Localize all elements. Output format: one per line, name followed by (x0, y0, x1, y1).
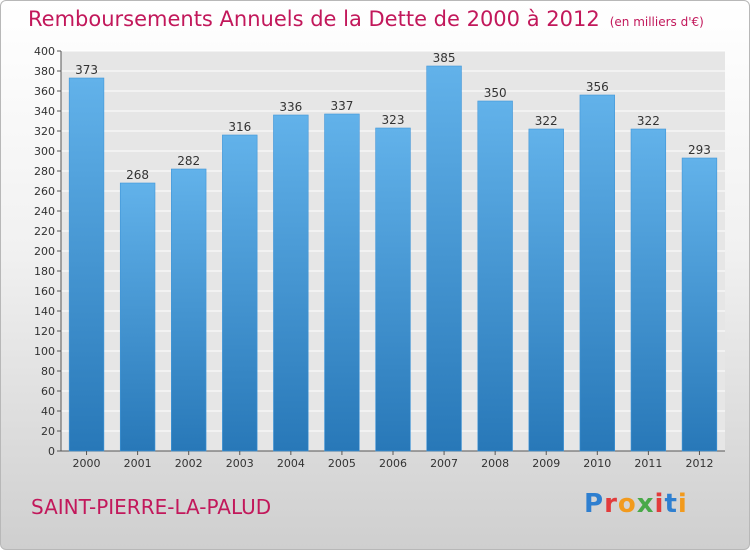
bar (119, 182, 156, 452)
logo-letter: r (604, 489, 618, 519)
bar (375, 127, 411, 452)
y-tick-label: 340 (34, 105, 55, 118)
place-name: SAINT-PIERRE-LA-PALUD (31, 495, 272, 519)
proxiti-logo[interactable]: Proxiti (584, 489, 688, 519)
bar (68, 77, 105, 452)
data-label: 282 (177, 154, 200, 168)
bar (630, 128, 667, 452)
logo-letter: i (654, 489, 665, 519)
y-tick-label: 60 (41, 385, 55, 398)
y-tick-label: 260 (34, 185, 55, 198)
y-tick-label: 220 (34, 225, 55, 238)
y-tick-label: 160 (34, 285, 55, 298)
y-tick-label: 300 (34, 145, 55, 158)
bar (579, 94, 615, 452)
data-label: 323 (382, 113, 405, 127)
logo-letter: t (664, 489, 678, 519)
chart-title-text: Remboursements Annuels de la Dette de 20… (28, 7, 600, 31)
data-label: 316 (228, 120, 251, 134)
x-tick-label: 2004 (277, 457, 305, 470)
chart-title: Remboursements Annuels de la Dette de 20… (28, 7, 704, 31)
bar (681, 157, 718, 452)
bar (528, 128, 564, 452)
y-tick-label: 320 (34, 125, 55, 138)
bar (324, 113, 360, 452)
logo-letter: x (636, 489, 655, 519)
x-tick-label: 2006 (379, 457, 407, 470)
y-tick-label: 100 (34, 345, 55, 358)
data-label: 293 (688, 143, 711, 157)
y-tick-label: 240 (34, 205, 55, 218)
x-tick-label: 2003 (226, 457, 254, 470)
data-label: 322 (637, 114, 660, 128)
x-tick-label: 2011 (634, 457, 662, 470)
logo-letter: o (617, 489, 637, 519)
y-tick-label: 80 (41, 365, 55, 378)
y-tick-label: 280 (34, 165, 55, 178)
bar (477, 100, 513, 452)
x-tick-label: 2010 (583, 457, 611, 470)
y-tick-label: 140 (34, 305, 55, 318)
x-tick-label: 2001 (124, 457, 152, 470)
bar (426, 65, 462, 452)
bar (222, 134, 258, 452)
x-tick-label: 2012 (685, 457, 713, 470)
data-label: 268 (126, 168, 149, 182)
x-tick-label: 2000 (73, 457, 101, 470)
data-label: 350 (484, 86, 507, 100)
x-tick-label: 2008 (481, 457, 509, 470)
data-label: 356 (586, 80, 609, 94)
bar (171, 168, 207, 452)
y-tick-label: 200 (34, 245, 55, 258)
logo-letter: P (584, 489, 605, 519)
x-tick-label: 2009 (532, 457, 560, 470)
data-label: 373 (75, 63, 98, 77)
y-tick-label: 180 (34, 265, 55, 278)
bar (273, 114, 309, 452)
data-label: 385 (433, 51, 456, 65)
data-label: 337 (330, 99, 353, 113)
y-tick-label: 120 (34, 325, 55, 338)
x-tick-label: 2002 (175, 457, 203, 470)
logo-letter: i (677, 489, 688, 519)
y-tick-label: 40 (41, 405, 55, 418)
y-tick-label: 20 (41, 425, 55, 438)
chart-unit: (en milliers d'€) (609, 15, 704, 29)
y-tick-label: 0 (48, 445, 55, 458)
y-tick-label: 400 (34, 45, 55, 58)
x-tick-label: 2007 (430, 457, 458, 470)
x-tick-label: 2005 (328, 457, 356, 470)
y-tick-label: 360 (34, 85, 55, 98)
data-label: 322 (535, 114, 558, 128)
data-label: 336 (279, 100, 302, 114)
y-tick-label: 380 (34, 65, 55, 78)
